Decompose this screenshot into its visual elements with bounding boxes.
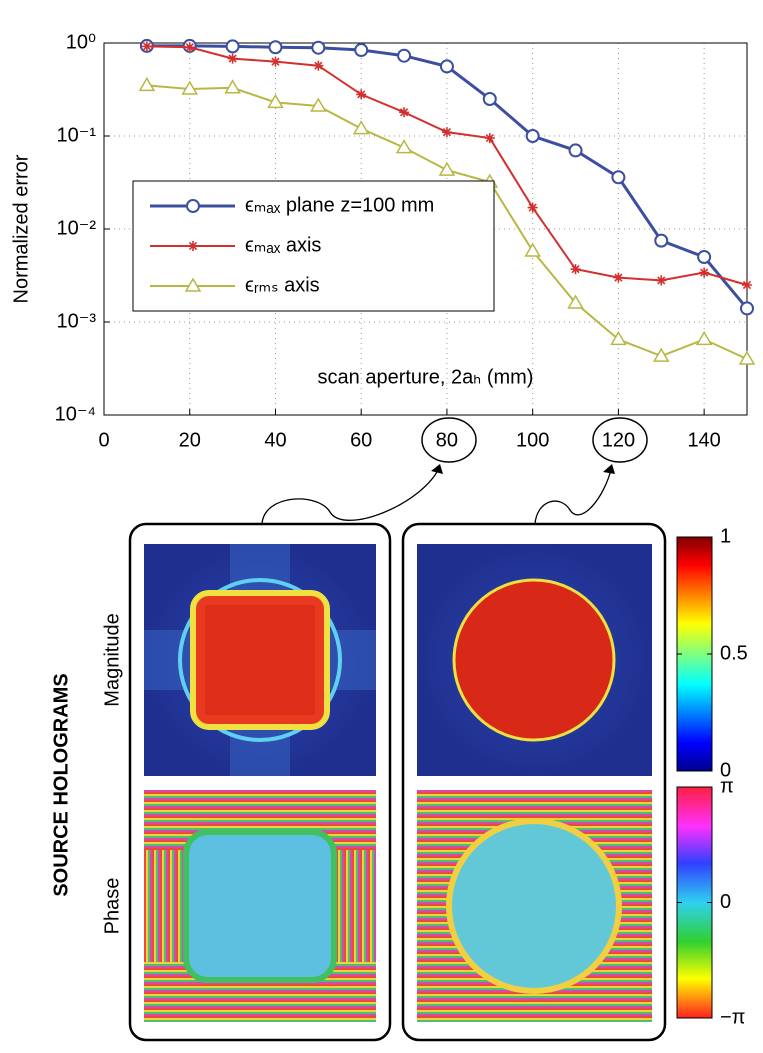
marker <box>568 143 583 158</box>
y-tick-label: 10⁻² <box>57 217 97 239</box>
magnitude-image <box>144 544 376 776</box>
phase-image <box>144 790 376 1022</box>
colorbar-tick-label: 0 <box>720 759 731 781</box>
x-tick-label: 140 <box>687 429 720 451</box>
marker <box>181 80 199 95</box>
marker <box>352 120 370 135</box>
marker <box>482 91 497 106</box>
panel-frame <box>128 522 392 1042</box>
highlight-ellipse <box>421 417 477 463</box>
marker <box>524 242 541 257</box>
marker <box>611 170 626 185</box>
x-axis-label: scan aperture, 2aₕ (mm) <box>318 366 534 388</box>
marker <box>270 56 281 67</box>
marker <box>439 59 454 74</box>
marker <box>613 272 624 283</box>
arrow-head <box>431 464 443 474</box>
marker <box>742 279 752 290</box>
arrow <box>534 465 613 525</box>
x-tick-label: 0 <box>98 429 109 451</box>
legend-marker <box>184 277 202 292</box>
marker <box>438 161 456 176</box>
figure-title: SOURCE HOLOGRAMS <box>50 673 72 896</box>
marker <box>354 43 369 58</box>
marker <box>695 330 713 346</box>
marker <box>654 233 669 248</box>
marker <box>138 76 156 92</box>
marker <box>740 301 754 316</box>
marker <box>310 97 327 112</box>
marker <box>652 347 670 362</box>
y-tick-label: 10⁻¹ <box>57 124 97 146</box>
colorbar-tick-label: −π <box>720 1006 745 1028</box>
legend-label: ϵᵣₘₛ axis <box>245 274 320 296</box>
phase-colorbar <box>676 786 713 1019</box>
marker <box>225 39 240 54</box>
legend-label: ϵₘₐₓ plane z=100 mm <box>245 194 434 216</box>
arrow <box>261 465 441 525</box>
highlight-ellipse <box>592 417 648 463</box>
x-tick-label: 60 <box>350 429 372 451</box>
marker <box>610 330 627 346</box>
marker <box>184 42 195 53</box>
marker <box>397 48 412 63</box>
y-tick-label: 10⁰ <box>66 31 96 53</box>
marker <box>224 79 241 94</box>
marker <box>141 41 152 52</box>
colorbar-tick-label: 0 <box>720 891 731 913</box>
marker <box>441 127 452 138</box>
x-tick-label: 100 <box>516 429 549 451</box>
y-axis-label: Normalized error <box>10 154 32 303</box>
colorbar-tick-label: 1 <box>720 525 731 547</box>
marker <box>527 202 538 213</box>
marker <box>311 40 326 55</box>
marker <box>525 129 540 143</box>
marker <box>699 267 710 278</box>
x-tick-label: 40 <box>264 429 286 451</box>
arrow-head <box>603 464 615 474</box>
colorbar-tick-label: 0.5 <box>720 642 748 664</box>
marker <box>567 294 584 309</box>
marker <box>738 350 756 365</box>
magnitude-image <box>417 544 652 776</box>
panel-frame <box>401 522 667 1042</box>
legend-marker <box>188 241 198 251</box>
y-tick-label: 10⁻⁴ <box>55 403 96 425</box>
legend-marker <box>186 199 200 213</box>
x-tick-label: 120 <box>602 429 635 451</box>
marker <box>227 53 238 64</box>
marker <box>697 249 712 264</box>
marker <box>267 93 284 109</box>
marker <box>313 60 324 71</box>
marker <box>356 89 367 100</box>
magnitude-colorbar <box>676 536 713 772</box>
x-tick-label: 20 <box>179 429 201 451</box>
row-label: Phase <box>101 878 123 935</box>
plot-frame <box>103 42 748 416</box>
y-tick-label: 10⁻³ <box>57 310 97 332</box>
marker <box>656 275 667 286</box>
phase-image <box>417 790 652 1022</box>
legend-label: ϵₘₐₓ axis <box>245 234 321 256</box>
marker <box>399 107 410 118</box>
marker <box>484 133 495 144</box>
line-chart: 10⁻⁴ 10⁻³ 10⁻² 10⁻¹ 10⁰ 0 20 40 60 80 100 120 140 Nor… <box>10 31 756 451</box>
row-label: Magnitude <box>101 613 123 706</box>
colorbar-tick-label: π <box>720 775 734 797</box>
marker <box>395 139 413 154</box>
marker <box>268 40 283 55</box>
marker <box>570 264 581 275</box>
x-tick-label: 80 <box>436 429 458 451</box>
